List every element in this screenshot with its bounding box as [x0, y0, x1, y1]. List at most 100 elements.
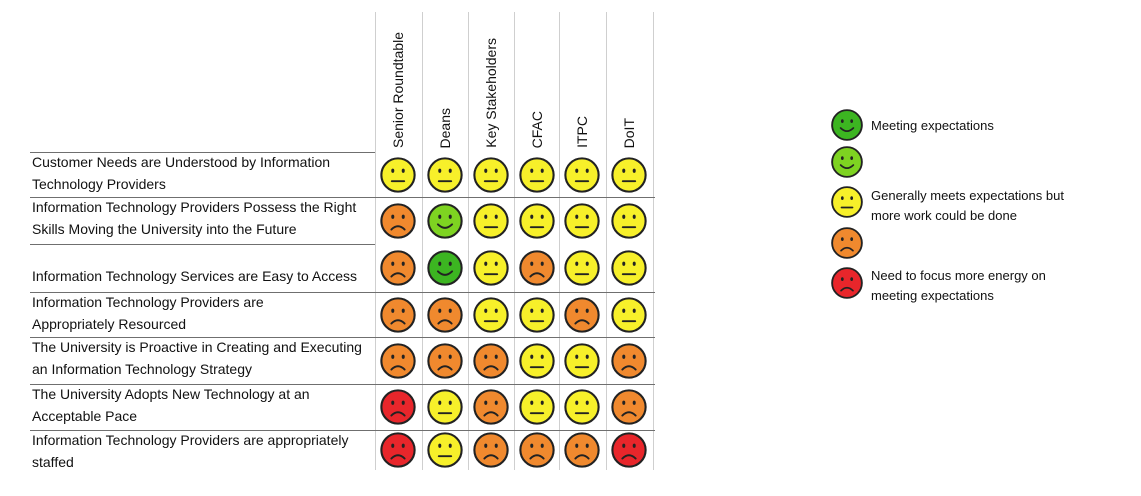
row-label: Information Technology Providers are app…	[32, 429, 377, 473]
legend-label-line: Need to focus more energy on	[871, 268, 1046, 283]
neutral-face-yellow-icon	[519, 389, 555, 425]
row-label-line: Information Technology Providers Possess…	[32, 199, 357, 215]
face-left-eye	[575, 168, 579, 173]
face-right-eye	[494, 400, 498, 405]
face-left-eye	[575, 308, 579, 313]
row-label: Customer Needs are Understood by Informa…	[32, 151, 377, 195]
face-mouth	[839, 127, 855, 133]
frown-face-orange-icon	[611, 389, 647, 425]
column-header-label: Deans	[436, 107, 453, 148]
face-right-eye	[494, 168, 498, 173]
frown-face-orange-icon	[380, 202, 416, 239]
column-header: Deans	[422, 12, 467, 148]
face-circle	[519, 389, 555, 425]
face-circle	[473, 156, 509, 193]
face-right-eye	[632, 308, 636, 313]
face-circle	[427, 296, 463, 333]
face-circle	[564, 156, 600, 193]
column-divider	[375, 12, 376, 470]
face-right-eye	[448, 354, 452, 359]
face-right-eye	[494, 261, 498, 266]
face-left-eye	[622, 443, 626, 448]
face-left-eye	[530, 354, 534, 359]
face-left-eye	[840, 156, 844, 161]
face-circle	[611, 250, 647, 286]
frown-face-orange-icon	[611, 342, 647, 379]
neutral-face-yellow-icon	[564, 250, 600, 286]
face-right-eye	[401, 308, 405, 313]
legend-label-line: meeting expectations	[871, 288, 994, 303]
row-label-line: an Information Technology Strategy	[32, 361, 252, 377]
row-label-line: Technology Providers	[32, 176, 166, 192]
face-left-eye	[391, 168, 395, 173]
legend-swatch	[830, 108, 864, 142]
frown-face-orange-icon	[519, 250, 555, 286]
row-label: Information Technology Providers Possess…	[32, 196, 377, 240]
rating-cell	[379, 156, 417, 194]
face-circle	[427, 342, 463, 379]
face-mouth	[483, 454, 499, 460]
rating-cell	[426, 249, 464, 287]
rating-cell	[518, 388, 556, 426]
rating-cell	[472, 388, 510, 426]
rating-cell	[379, 202, 417, 240]
face-circle	[564, 432, 600, 468]
face-circle	[831, 109, 863, 141]
face-circle	[831, 267, 863, 299]
face-left-eye	[622, 308, 626, 313]
face-mouth	[840, 286, 854, 292]
face-left-eye	[622, 400, 626, 405]
face-mouth	[436, 270, 454, 276]
face-right-eye	[585, 168, 589, 173]
ratings-table: Senior Roundtable Deans Key Stakeholders CF…	[30, 12, 655, 470]
frown-face-orange-icon	[473, 432, 509, 468]
neutral-face-yellow-icon	[564, 389, 600, 425]
face-right-eye	[632, 400, 636, 405]
face-left-eye	[575, 443, 579, 448]
face-left-eye	[391, 214, 395, 219]
smile-face-dark-green-icon	[427, 250, 463, 286]
face-left-eye	[438, 261, 442, 266]
face-right-eye	[401, 400, 405, 405]
face-mouth	[390, 411, 406, 417]
rating-cell	[610, 431, 648, 469]
legend-label: Meeting expectations	[871, 116, 994, 136]
column-header: DoIT	[606, 12, 651, 148]
face-circle	[564, 202, 600, 239]
face-circle	[519, 202, 555, 239]
smile-face-light-green-icon	[427, 202, 463, 239]
frown-face-orange-icon	[831, 227, 863, 259]
legend-swatch	[830, 185, 864, 219]
face-circle	[519, 296, 555, 333]
face-circle	[611, 342, 647, 379]
face-right-eye	[585, 400, 589, 405]
column-header: Senior Roundtable	[375, 12, 420, 148]
legend-label: Need to focus more energy on meeting expe…	[871, 266, 1046, 306]
face-right-eye	[540, 354, 544, 359]
rating-cell	[472, 202, 510, 240]
rating-cell	[472, 249, 510, 287]
row-divider	[30, 244, 375, 245]
face-right-eye	[448, 308, 452, 313]
neutral-face-yellow-icon	[519, 156, 555, 193]
rating-cell	[426, 202, 464, 240]
rating-cell	[472, 156, 510, 194]
frown-face-orange-icon	[427, 296, 463, 333]
rating-cell	[379, 388, 417, 426]
face-right-eye	[401, 354, 405, 359]
frown-face-orange-icon	[380, 296, 416, 333]
face-circle	[831, 186, 863, 218]
neutral-face-yellow-icon	[427, 389, 463, 425]
face-mouth	[436, 222, 454, 229]
face-circle	[473, 202, 509, 239]
column-header: Key Stakeholders	[468, 12, 513, 148]
face-circle	[427, 250, 463, 286]
neutral-face-yellow-icon	[611, 202, 647, 239]
face-circle	[611, 296, 647, 333]
face-left-eye	[530, 400, 534, 405]
face-right-eye	[401, 214, 405, 219]
column-divider	[606, 12, 607, 470]
face-left-eye	[438, 443, 442, 448]
neutral-face-yellow-icon	[519, 296, 555, 333]
face-mouth	[529, 454, 545, 460]
